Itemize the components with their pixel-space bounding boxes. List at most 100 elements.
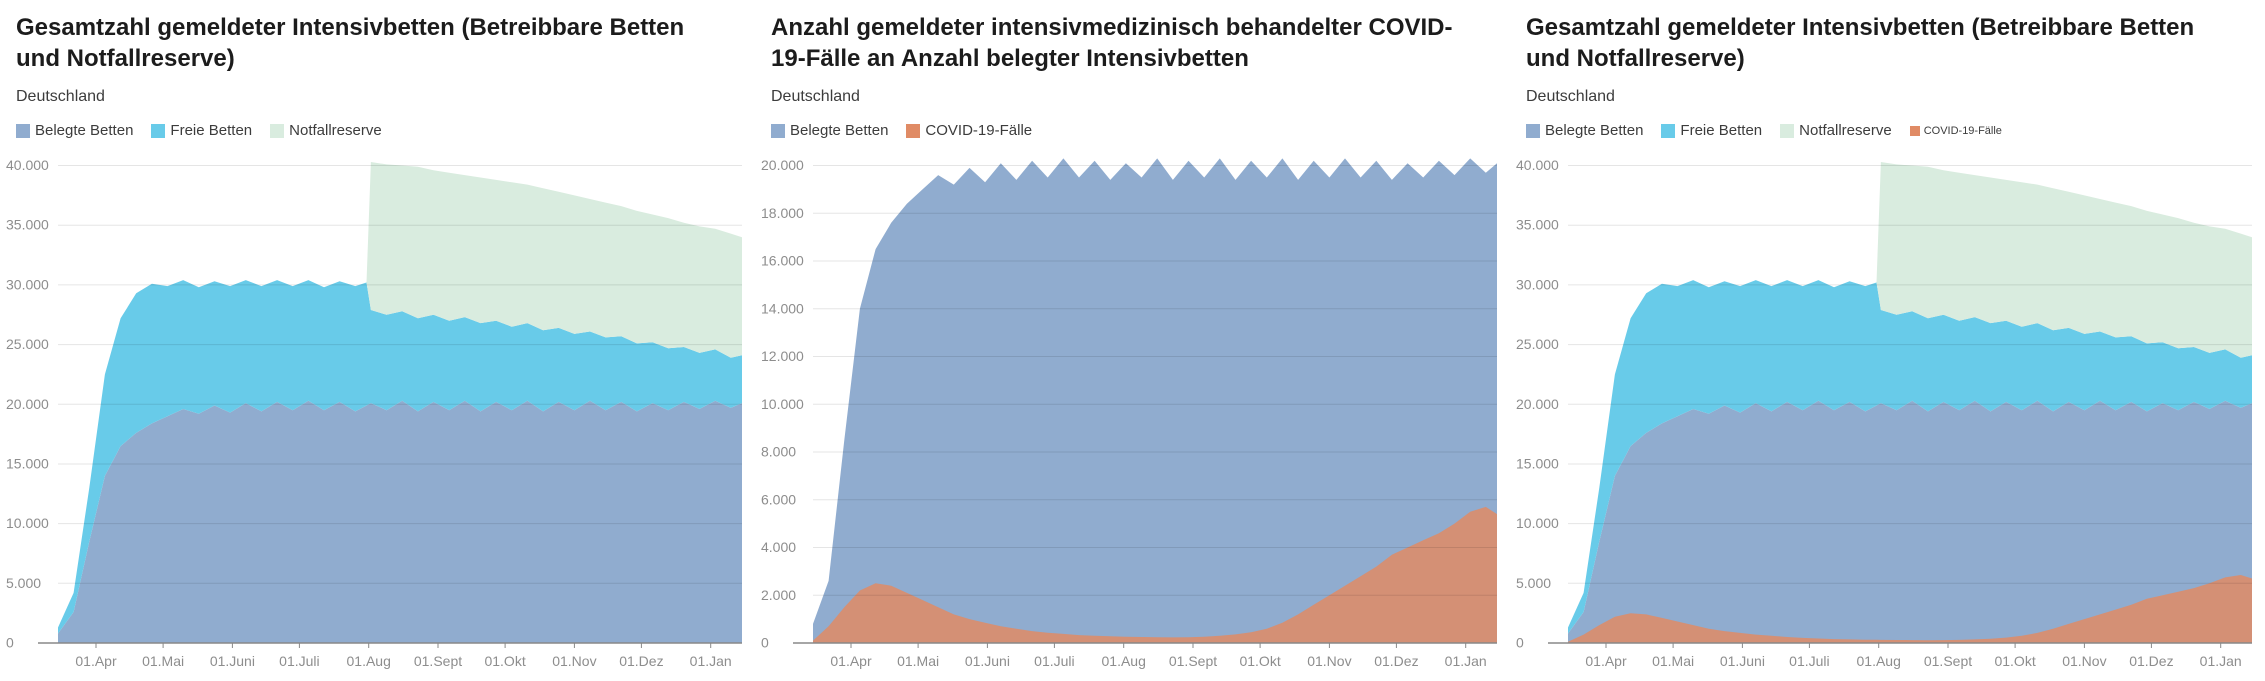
- chart-title: Gesamtzahl gemeldeter Intensivbetten (Be…: [16, 14, 685, 73]
- y-axis-tick-label: 2.000: [761, 587, 796, 603]
- y-axis-tick-label: 5.000: [1516, 575, 1551, 591]
- y-axis-tick-label: 12.000: [761, 348, 804, 364]
- chart-title: Gesamtzahl gemeldeter Intensivbetten (Be…: [1526, 14, 2195, 73]
- x-axis-tick-label: 01.Juli: [1789, 653, 1829, 669]
- legend-swatch: [151, 123, 166, 138]
- x-axis-tick-label: 01.Juni: [965, 653, 1010, 669]
- legend: Belegte Betten Freie Betten Notfallreserve: [16, 122, 739, 139]
- legend-label: Belegte Betten: [35, 122, 134, 140]
- legend-label: Notfallreserve: [1799, 122, 1892, 140]
- legend-swatch: [1661, 123, 1676, 138]
- y-axis-tick-label: 6.000: [761, 491, 796, 507]
- stacked-area-chart: 0 5.000 10.000 15.000 20.000 25.000 30.000 35.0…: [1516, 157, 2252, 669]
- x-axis-tick-label: 01.Sept: [414, 653, 462, 669]
- y-axis-tick-label: 10.000: [6, 515, 49, 531]
- legend-swatch: [906, 123, 921, 138]
- x-axis-tick-label: 01.Juli: [1034, 653, 1074, 669]
- y-axis-tick-label: 10.000: [761, 396, 804, 412]
- legend-item-belegte-betten: Belegte Betten: [771, 122, 888, 139]
- legend-label: COVID-19-Fälle: [1923, 124, 2002, 137]
- x-axis-tick-label: 01.Mai: [142, 653, 184, 669]
- x-axis-tick-label: 01.Okt: [484, 653, 525, 669]
- x-axis-tick-label: 01.Jan: [1445, 653, 1487, 669]
- series-area-covid-19-f-lle: [1568, 575, 2252, 643]
- legend-swatch: [16, 123, 30, 138]
- y-axis-tick-label: 5.000: [6, 575, 41, 591]
- y-axis-tick-label: 40.000: [6, 157, 49, 173]
- y-axis-tick-label: 0: [6, 635, 14, 651]
- y-axis-tick-label: 4.000: [761, 539, 796, 555]
- y-axis-tick-label: 8.000: [761, 444, 796, 460]
- x-axis-tick-label: 01.Nov: [1307, 653, 1351, 669]
- x-axis-tick-label: 01.Jan: [690, 653, 732, 669]
- x-axis-tick-label: 01.Juni: [210, 653, 255, 669]
- x-axis-tick-label: 01.Apr: [75, 653, 117, 669]
- legend-swatch: [771, 123, 785, 138]
- legend-item-belegte-betten: Belegte Betten: [1526, 122, 1643, 139]
- x-axis-tick-label: 01.Juni: [1720, 653, 1765, 669]
- y-axis-tick-label: 15.000: [6, 456, 49, 472]
- legend-swatch: [1526, 123, 1540, 138]
- series-area-freie-betten: [58, 280, 742, 634]
- x-axis-tick-label: 01.Aug: [1857, 653, 1901, 669]
- chart-subtitle: Deutschland: [1526, 88, 1615, 106]
- legend-item-covid-19-f-lle: COVID-19-Fälle: [906, 122, 1032, 139]
- x-axis-tick-label: 01.Okt: [1994, 653, 2035, 669]
- x-axis-tick-label: 01.Dez: [1374, 653, 1418, 669]
- legend-item-freie-betten: Freie Betten: [1661, 122, 1762, 139]
- legend-item-covid-19-f-lle: COVID-19-Fälle: [1909, 124, 2002, 137]
- y-axis-tick-label: 30.000: [1516, 276, 1559, 292]
- chart-panel-intensivbetten-gesamt: Gesamtzahl gemeldeter Intensivbetten (Be…: [0, 0, 755, 681]
- chart-title: Anzahl gemeldeter intensivmedizinisch be…: [771, 14, 1453, 73]
- y-axis-tick-label: 15.000: [1516, 456, 1559, 472]
- y-axis-tick-label: 20.000: [761, 157, 804, 173]
- x-axis-tick-label: 01.Aug: [1102, 653, 1146, 669]
- legend-label: Freie Betten: [170, 122, 253, 140]
- legend-item-freie-betten: Freie Betten: [151, 122, 252, 139]
- area-chart: 0 2.000 4.000 6.000 8.000 10.000 12.000 14.000 1…: [761, 157, 1497, 669]
- y-axis-tick-label: 20.000: [1516, 396, 1559, 412]
- x-axis-tick-label: 01.Sept: [1924, 653, 1972, 669]
- legend-item-notfallreserve: Notfallreserve: [270, 122, 382, 139]
- y-axis-tick-label: 35.000: [1516, 217, 1559, 233]
- y-axis-tick-label: 35.000: [6, 217, 49, 233]
- legend-item-belegte-betten: Belegte Betten: [16, 122, 133, 139]
- y-axis-tick-label: 14.000: [761, 300, 804, 316]
- series-area-belegte-betten: [813, 158, 1497, 643]
- x-axis-tick-label: 01.Okt: [1239, 653, 1280, 669]
- y-axis-tick-label: 0: [1516, 635, 1524, 651]
- x-axis-tick-label: 01.Mai: [897, 653, 939, 669]
- series-area-belegte-betten: [1568, 400, 2252, 643]
- x-axis-tick-label: 01.Mai: [1652, 653, 1694, 669]
- x-axis-tick-label: 01.Aug: [347, 653, 391, 669]
- x-axis-tick-label: 01.Apr: [1585, 653, 1627, 669]
- y-axis-tick-label: 16.000: [761, 253, 804, 269]
- chart-subtitle: Deutschland: [771, 88, 860, 106]
- legend-swatch: [1909, 125, 1920, 136]
- x-axis-tick-label: 01.Nov: [2062, 653, 2106, 669]
- x-axis-tick-label: 01.Dez: [2129, 653, 2173, 669]
- y-axis-tick-label: 18.000: [761, 205, 804, 221]
- series-area-belegte-betten: [58, 400, 742, 643]
- x-axis-tick-label: 01.Nov: [552, 653, 596, 669]
- x-axis-tick-label: 01.Dez: [619, 653, 663, 669]
- series-area-covid-19-f-lle: [813, 506, 1497, 643]
- series-area-notfallreserve: [58, 162, 742, 628]
- legend: Belegte Betten Freie Betten Notfallreserve…: [1526, 122, 2249, 139]
- x-axis-tick-label: 01.Jan: [2200, 653, 2242, 669]
- series-area-notfallreserve: [1568, 162, 2252, 628]
- chart-panel-covid-faelle-belegte-betten: Anzahl gemeldeter intensivmedizinisch be…: [755, 0, 1510, 681]
- series-area-freie-betten: [1568, 280, 2252, 634]
- y-axis-tick-label: 30.000: [6, 276, 49, 292]
- stacked-area-chart: 0 5.000 10.000 15.000 20.000 25.000 30.000 35.0…: [6, 157, 742, 669]
- legend: Belegte Betten COVID-19-Fälle: [771, 122, 1494, 139]
- legend-label: Belegte Betten: [1545, 122, 1644, 140]
- y-axis-tick-label: 40.000: [1516, 157, 1559, 173]
- legend-label: Belegte Betten: [790, 122, 889, 140]
- y-axis-tick-label: 25.000: [6, 336, 49, 352]
- chart-panel-intensivbetten-gesamt-mit-covid: Gesamtzahl gemeldeter Intensivbetten (Be…: [1510, 0, 2265, 681]
- legend-label: Notfallreserve: [289, 122, 382, 140]
- x-axis-tick-label: 01.Apr: [830, 653, 872, 669]
- x-axis-tick-label: 01.Sept: [1169, 653, 1217, 669]
